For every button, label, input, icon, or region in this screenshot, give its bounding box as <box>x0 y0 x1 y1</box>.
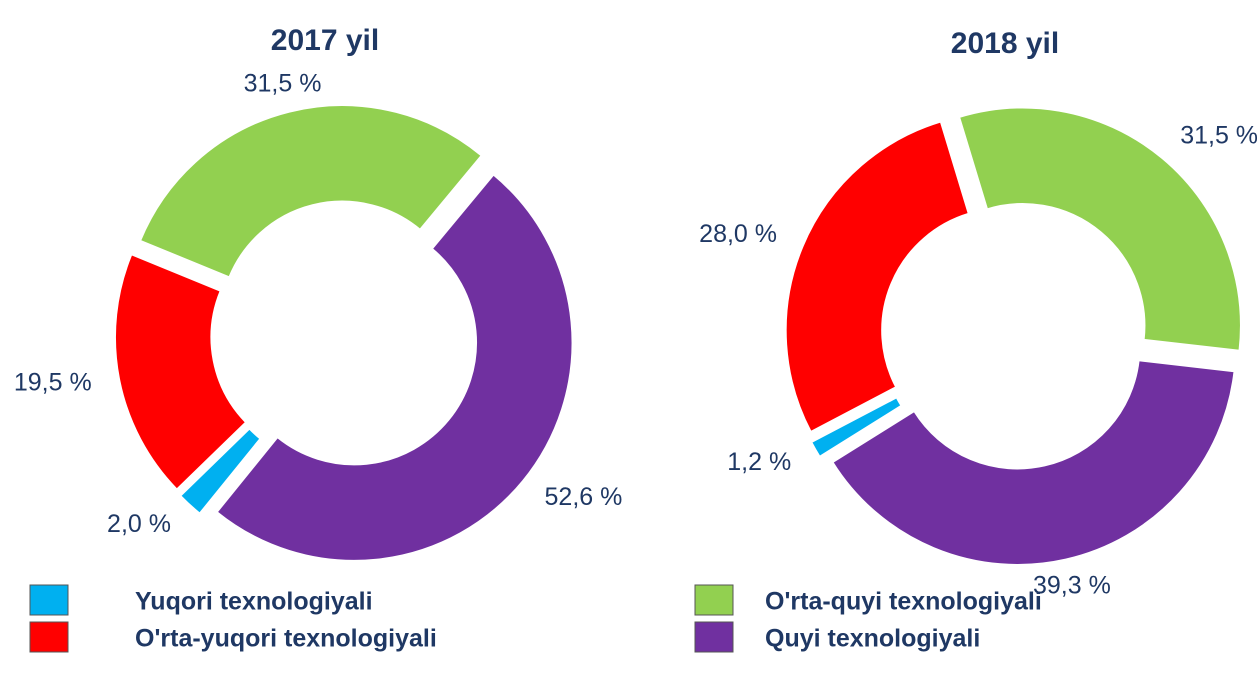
legend-label: Quyi texnologiyali <box>765 625 980 653</box>
donut-segment <box>810 396 903 458</box>
donut-segment <box>831 359 1236 566</box>
legend-label: Yuqori texnologiyali <box>135 588 373 616</box>
legend-label: O'rta-yuqori texnologiyali <box>135 625 437 653</box>
value-label: 31,5 % <box>1180 121 1257 149</box>
donut-segment <box>179 427 262 515</box>
donut-segment <box>114 253 247 491</box>
chart-title: 2018 yil <box>951 27 1059 60</box>
donut-segment <box>139 104 483 279</box>
value-label: 52,6 % <box>545 483 623 511</box>
donut-segment <box>216 173 573 562</box>
value-label: 2,0 % <box>107 510 171 538</box>
legend-swatch <box>694 584 734 616</box>
donut-segment <box>785 120 970 433</box>
value-label: 28,0 % <box>699 220 777 248</box>
legend-swatch <box>694 621 734 653</box>
value-label: 31,5 % <box>244 69 322 97</box>
legend-swatch <box>29 621 69 653</box>
chart-title: 2017 yil <box>271 24 379 57</box>
value-label: 1,2 % <box>727 448 791 476</box>
value-label: 19,5 % <box>14 369 92 397</box>
legend-swatch <box>29 584 69 616</box>
legend-label: O'rta-quyi texnologiyali <box>765 588 1042 616</box>
value-label: 39,3 % <box>1033 571 1111 599</box>
donut-segment <box>958 107 1242 352</box>
